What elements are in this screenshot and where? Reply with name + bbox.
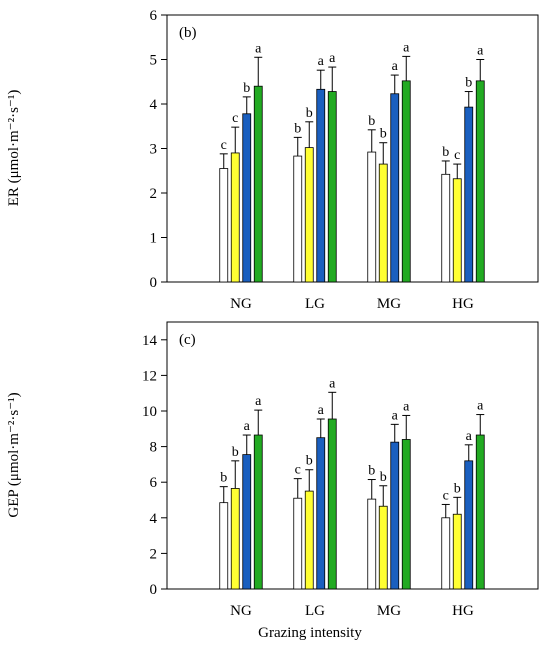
significance-letter: b: [294, 121, 301, 136]
y-tick-label: 12: [142, 368, 157, 384]
bar-mg-s1: [367, 151, 377, 283]
y-tick-label: 5: [150, 53, 158, 69]
x-category-label: HG: [452, 603, 474, 619]
bar-hg-s1: [441, 173, 451, 283]
significance-letter: a: [392, 59, 399, 74]
significance-letter: b: [454, 481, 461, 496]
significance-letter: a: [477, 44, 484, 59]
bar-hg-s2: [452, 513, 462, 590]
significance-letter: a: [403, 399, 410, 414]
significance-letter: a: [466, 429, 473, 444]
significance-letter: b: [380, 470, 387, 485]
significance-letter: c: [295, 463, 301, 478]
significance-letter: b: [243, 81, 250, 96]
bar-lg-s3: [316, 437, 326, 590]
bar-mg-s4: [401, 439, 411, 590]
x-category-label: NG: [230, 296, 252, 312]
y-axis-title: ER (μmol·m⁻²·s⁻¹): [6, 90, 22, 207]
bar-mg-s2: [378, 505, 388, 590]
y-tick-label: 6: [150, 8, 158, 24]
y-tick-label: 4: [150, 511, 158, 527]
bar-lg-s1: [293, 497, 303, 590]
x-category-label: LG: [305, 296, 325, 312]
bar-mg-s3: [390, 93, 400, 283]
bar-hg-s4: [475, 80, 485, 283]
bar-hg-s1: [441, 517, 451, 590]
bar-ng-s2: [230, 488, 240, 590]
bar-lg-s2: [304, 490, 314, 590]
significance-letter: c: [221, 138, 227, 153]
significance-letter: a: [403, 40, 410, 55]
significance-letter: b: [232, 445, 239, 460]
bar-lg-s4: [327, 418, 337, 590]
bar-lg-s2: [304, 147, 314, 283]
y-axis-title: GEP (μmol·m⁻²·s⁻¹): [6, 392, 22, 517]
significance-letter: c: [232, 111, 238, 126]
bar-ng-s1: [219, 502, 229, 590]
significance-letter: a: [329, 376, 336, 391]
significance-letter: a: [255, 394, 262, 409]
bar-hg-s3: [464, 460, 474, 590]
significance-letter: c: [454, 148, 460, 163]
panel-label: (c): [179, 332, 196, 348]
significance-letter: b: [465, 76, 472, 91]
x-category-label: MG: [377, 296, 401, 312]
significance-letter: b: [306, 454, 313, 469]
significance-letter: b: [368, 464, 375, 479]
bar-ng-s3: [242, 454, 252, 590]
bar-ng-s2: [230, 152, 240, 283]
significance-letter: a: [255, 41, 262, 56]
significance-letter: a: [318, 403, 325, 418]
significance-letter: a: [318, 54, 325, 69]
significance-letter: b: [380, 127, 387, 142]
y-tick-label: 0: [150, 275, 158, 291]
y-tick-label: 3: [150, 142, 158, 158]
significance-letter: b: [306, 106, 313, 121]
x-category-label: LG: [305, 603, 325, 619]
y-tick-label: 2: [150, 546, 158, 562]
bar-mg-s3: [390, 441, 400, 590]
y-tick-label: 0: [150, 582, 158, 598]
y-tick-label: 6: [150, 475, 158, 491]
y-tick-label: 4: [150, 97, 158, 113]
bar-ng-s4: [253, 85, 263, 283]
significance-letter: a: [477, 399, 484, 414]
bar-hg-s3: [464, 106, 474, 283]
significance-letter: b: [368, 114, 375, 129]
bar-hg-s2: [452, 178, 462, 283]
significance-letter: c: [443, 488, 449, 503]
x-axis-title: Grazing intensity: [258, 625, 362, 641]
x-category-label: NG: [230, 603, 252, 619]
significance-letter: a: [244, 419, 251, 434]
significance-letter: a: [329, 51, 336, 66]
bar-ng-s4: [253, 434, 263, 590]
bar-lg-s4: [327, 91, 337, 283]
bar-mg-s1: [367, 498, 377, 590]
panel-label: (b): [179, 25, 197, 41]
bar-mg-s4: [401, 80, 411, 283]
significance-letter: a: [392, 408, 399, 423]
x-category-label: HG: [452, 296, 474, 312]
significance-letter: b: [220, 471, 227, 486]
x-category-label: MG: [377, 603, 401, 619]
bar-lg-s1: [293, 155, 303, 283]
y-tick-label: 10: [142, 404, 157, 420]
y-tick-label: 2: [150, 186, 158, 202]
y-tick-label: 14: [142, 333, 158, 349]
bar-mg-s2: [378, 163, 388, 283]
bar-ng-s1: [219, 168, 229, 283]
bar-hg-s4: [475, 434, 485, 590]
plot-frame: [166, 321, 539, 590]
y-tick-label: 1: [150, 231, 158, 247]
y-tick-label: 8: [150, 440, 158, 456]
significance-letter: b: [442, 145, 449, 160]
bar-lg-s3: [316, 88, 326, 283]
bar-ng-s3: [242, 113, 252, 283]
